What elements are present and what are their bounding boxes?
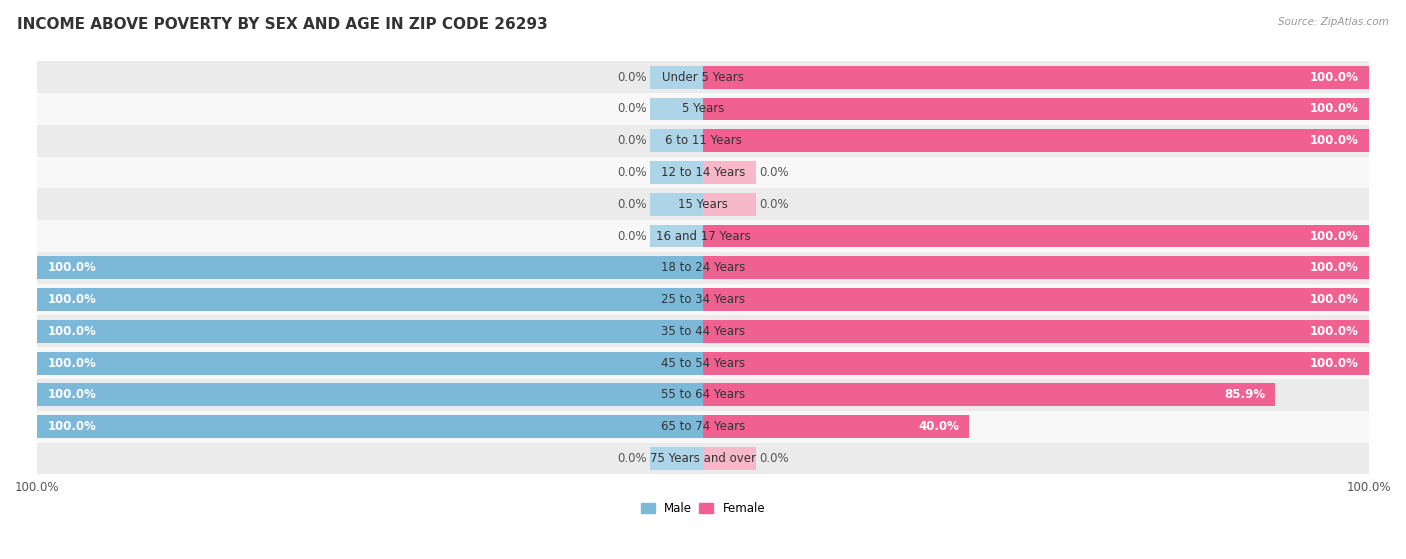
Text: 100.0%: 100.0% xyxy=(1310,134,1358,147)
Text: 6 to 11 Years: 6 to 11 Years xyxy=(665,134,741,147)
Text: 100.0%: 100.0% xyxy=(48,261,96,274)
Text: 0.0%: 0.0% xyxy=(617,70,647,84)
Bar xyxy=(37,411,1369,443)
Text: 100.0%: 100.0% xyxy=(48,420,96,433)
Bar xyxy=(37,252,1369,283)
Bar xyxy=(37,443,1369,474)
Text: 100.0%: 100.0% xyxy=(1310,70,1358,84)
Bar xyxy=(37,220,1369,252)
Text: 40.0%: 40.0% xyxy=(918,420,959,433)
Text: 0.0%: 0.0% xyxy=(617,452,647,465)
Text: 0.0%: 0.0% xyxy=(617,230,647,243)
Text: 18 to 24 Years: 18 to 24 Years xyxy=(661,261,745,274)
Bar xyxy=(37,188,1369,220)
Text: 55 to 64 Years: 55 to 64 Years xyxy=(661,389,745,401)
Text: 0.0%: 0.0% xyxy=(617,198,647,211)
Bar xyxy=(37,283,1369,315)
Bar xyxy=(703,66,1369,89)
Text: 100.0%: 100.0% xyxy=(1310,261,1358,274)
Bar xyxy=(650,97,703,120)
Bar xyxy=(37,257,703,280)
Bar xyxy=(703,161,756,184)
Bar xyxy=(37,320,703,343)
Bar xyxy=(37,157,1369,188)
Bar xyxy=(703,97,1369,120)
Bar xyxy=(37,352,703,375)
Bar xyxy=(37,379,1369,411)
Text: 25 to 34 Years: 25 to 34 Years xyxy=(661,293,745,306)
Bar xyxy=(703,129,1369,152)
Bar xyxy=(703,383,1275,406)
Text: 100.0%: 100.0% xyxy=(1310,325,1358,338)
Text: 0.0%: 0.0% xyxy=(617,102,647,116)
Bar xyxy=(703,193,756,216)
Bar xyxy=(703,415,969,438)
Text: 0.0%: 0.0% xyxy=(759,452,789,465)
Text: 65 to 74 Years: 65 to 74 Years xyxy=(661,420,745,433)
Text: 100.0%: 100.0% xyxy=(1310,102,1358,116)
Text: 15 Years: 15 Years xyxy=(678,198,728,211)
Bar xyxy=(37,61,1369,93)
Bar xyxy=(37,383,703,406)
Bar xyxy=(650,161,703,184)
Bar xyxy=(37,125,1369,157)
Bar xyxy=(703,225,1369,248)
Bar xyxy=(703,320,1369,343)
Text: 35 to 44 Years: 35 to 44 Years xyxy=(661,325,745,338)
Text: 0.0%: 0.0% xyxy=(617,134,647,147)
Bar xyxy=(37,288,703,311)
Bar xyxy=(37,415,703,438)
Text: INCOME ABOVE POVERTY BY SEX AND AGE IN ZIP CODE 26293: INCOME ABOVE POVERTY BY SEX AND AGE IN Z… xyxy=(17,17,547,32)
Bar xyxy=(650,225,703,248)
Text: 100.0%: 100.0% xyxy=(48,389,96,401)
Text: 100.0%: 100.0% xyxy=(1310,357,1358,369)
Text: 12 to 14 Years: 12 to 14 Years xyxy=(661,166,745,179)
Bar xyxy=(37,347,1369,379)
Text: 0.0%: 0.0% xyxy=(759,198,789,211)
Bar xyxy=(650,447,703,470)
Bar xyxy=(37,315,1369,347)
Text: 100.0%: 100.0% xyxy=(48,293,96,306)
Bar xyxy=(37,93,1369,125)
Text: Source: ZipAtlas.com: Source: ZipAtlas.com xyxy=(1278,17,1389,27)
Text: 0.0%: 0.0% xyxy=(759,166,789,179)
Text: 0.0%: 0.0% xyxy=(617,166,647,179)
Bar xyxy=(703,352,1369,375)
Bar xyxy=(650,193,703,216)
Text: 5 Years: 5 Years xyxy=(682,102,724,116)
Legend: Male, Female: Male, Female xyxy=(636,498,770,520)
Bar xyxy=(650,129,703,152)
Text: 85.9%: 85.9% xyxy=(1223,389,1265,401)
Bar xyxy=(703,288,1369,311)
Bar xyxy=(703,257,1369,280)
Text: 16 and 17 Years: 16 and 17 Years xyxy=(655,230,751,243)
Text: 100.0%: 100.0% xyxy=(1310,230,1358,243)
Text: 100.0%: 100.0% xyxy=(1310,293,1358,306)
Bar xyxy=(650,66,703,89)
Text: Under 5 Years: Under 5 Years xyxy=(662,70,744,84)
Text: 75 Years and over: 75 Years and over xyxy=(650,452,756,465)
Text: 100.0%: 100.0% xyxy=(48,357,96,369)
Bar xyxy=(703,447,756,470)
Text: 100.0%: 100.0% xyxy=(48,325,96,338)
Text: 45 to 54 Years: 45 to 54 Years xyxy=(661,357,745,369)
